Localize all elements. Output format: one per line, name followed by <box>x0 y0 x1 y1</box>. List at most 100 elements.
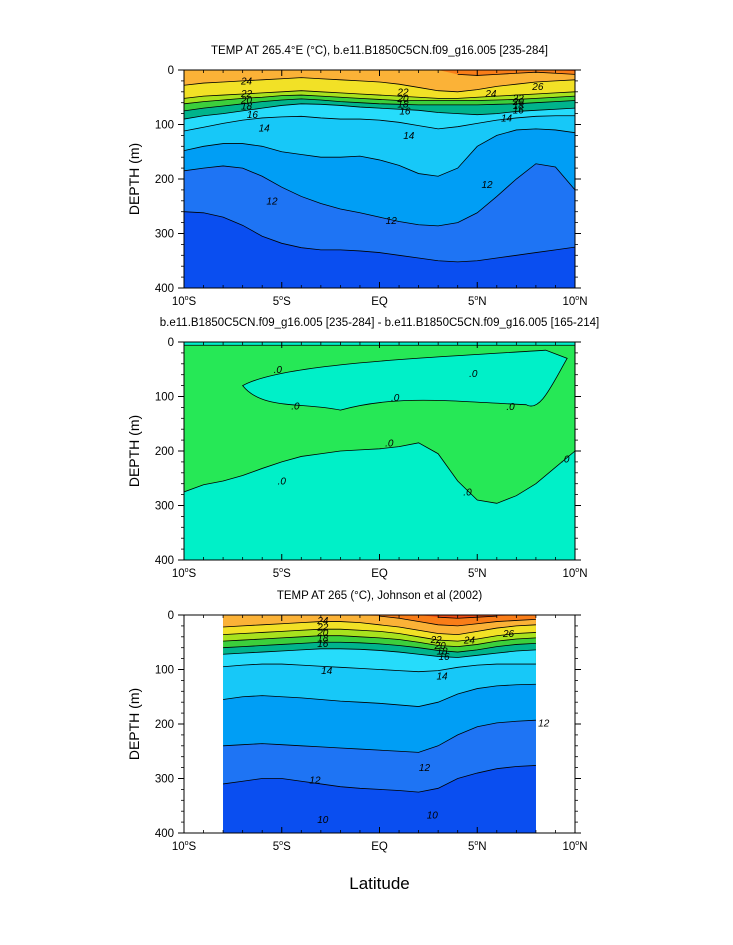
contour-label: 12 <box>386 216 398 227</box>
y-tick-label: 300 <box>155 501 174 513</box>
contour-label: 12 <box>309 776 321 787</box>
contour-line-26 <box>379 615 536 627</box>
contour-label: 24 <box>484 89 497 100</box>
contour-label: 18 <box>436 646 448 657</box>
ticks: 10oS 5oS EQ 5oN 10oN 0 100 200 300 400 <box>155 610 588 853</box>
contour-lines <box>183 71 576 263</box>
contour-fill <box>183 342 576 560</box>
contour-label: 20 <box>434 641 447 652</box>
contour-label: 10 <box>427 811 439 822</box>
contour-label: 12 <box>538 718 550 729</box>
x-axis-label: Latitude <box>349 874 410 893</box>
contour-line-18 <box>183 98 576 112</box>
contour-line-13 <box>183 128 576 177</box>
contour-label: 18 <box>513 101 525 112</box>
contour-label: 12 <box>481 180 493 191</box>
x-tick-label: 10oN <box>562 295 587 308</box>
contour-label: .0 <box>561 455 570 466</box>
contour-line-18 <box>223 641 536 653</box>
contour-lines <box>223 615 536 793</box>
contour-label: 16 <box>399 106 411 117</box>
contour-label: .0 <box>274 365 283 376</box>
contour-label: 14 <box>321 666 333 677</box>
contour-label: 14 <box>436 672 448 683</box>
y-tick-label: 300 <box>155 229 174 241</box>
contour-line-12 <box>183 163 576 227</box>
contour-label: 22 <box>316 622 329 633</box>
y-tick-label: 400 <box>155 555 174 567</box>
contour-label: 26 <box>531 82 544 93</box>
contour-label: 22 <box>430 635 443 646</box>
band-10 <box>184 211 575 288</box>
x-tick-label: EQ <box>371 568 388 580</box>
panel-3: 10oS 5oS EQ 5oN 10oN 0 100 200 300 400 TEMP AT 265… <box>126 590 588 893</box>
contour-label: .0 <box>469 369 478 380</box>
x-tick-label: EQ <box>371 841 388 853</box>
ticks: 10oS 5oS EQ 5oN 10oN 0 100 200 300 400 <box>155 337 588 580</box>
x-tick-label: 5oS <box>273 295 291 308</box>
contour-line-24 <box>183 77 576 93</box>
x-tick-label: 10oS <box>172 567 197 580</box>
contour-label: 18 <box>241 101 253 112</box>
x-tick-label: 5oS <box>273 567 291 580</box>
region-negative-lens <box>242 349 568 411</box>
contour-line-28 <box>438 615 497 619</box>
x-tick-label: 10oS <box>172 840 197 853</box>
y-tick-label: 200 <box>155 719 174 731</box>
y-tick-label: 200 <box>155 174 174 186</box>
y-tick-label: 0 <box>168 337 174 349</box>
y-tick-label: 100 <box>155 392 174 404</box>
contour-label: .0 <box>385 438 394 449</box>
y-tick-label: 100 <box>155 120 174 132</box>
panel-2: 10oS 5oS EQ 5oN 10oN 0 100 200 300 400 b.e11.B1850… <box>126 317 599 580</box>
contour-label: 20 <box>240 95 253 106</box>
contour-line-11 <box>183 211 576 263</box>
contour-label: 14 <box>501 113 513 124</box>
y-tick-label: 400 <box>155 828 174 840</box>
y-axis-label: DEPTH (m) <box>126 143 142 215</box>
y-tick-label: 200 <box>155 446 174 458</box>
contour-label: 10 <box>317 815 329 826</box>
contour-label: 20 <box>512 97 525 108</box>
panel-1: 10oS 5oS EQ 5oN 10oN 0 100 200 300 400 TEMP AT 265… <box>126 45 588 308</box>
contour-label: 24 <box>463 636 476 647</box>
y-tick-label: 0 <box>168 65 174 77</box>
contour-label: 24 <box>240 76 253 87</box>
contour-label: 20 <box>396 94 409 105</box>
ticks: 10oS 5oS EQ 5oN 10oN 0 100 200 300 400 <box>155 65 588 308</box>
band-10 <box>223 765 536 833</box>
y-tick-label: 0 <box>168 610 174 622</box>
contour-line-20 <box>183 94 576 105</box>
contour-label: 22 <box>240 89 253 100</box>
contour-line-12 <box>223 719 536 753</box>
contour-line-22 <box>183 90 576 99</box>
contour-label: 16 <box>247 110 259 121</box>
y-axis-label: DEPTH (m) <box>126 415 142 487</box>
contour-line-14 <box>183 115 575 132</box>
contour-label: .0 <box>391 393 400 404</box>
contour-line-13 <box>223 683 536 707</box>
contour-labels: .0 .0 .0 .0 .0 .0 .0 .0 .0 <box>274 365 570 499</box>
contour-label: 22 <box>396 87 409 98</box>
contour-label: 16 <box>513 105 525 116</box>
contour-label: .0 <box>506 402 515 413</box>
contour-line-16 <box>183 103 576 120</box>
contour-line-11 <box>223 765 536 793</box>
contour-line-16 <box>223 648 536 658</box>
contour-label: .0 <box>278 476 287 487</box>
contour-label: .0 <box>291 401 300 412</box>
y-tick-label: 400 <box>155 283 174 295</box>
contour-line-20 <box>223 635 536 648</box>
contour-label: 12 <box>419 763 431 774</box>
contour-label: 22 <box>512 93 525 104</box>
x-tick-label: EQ <box>371 296 388 308</box>
contour-label: 12 <box>266 196 278 207</box>
panel-title: TEMP AT 265.4°E (°C), b.e11.B1850C5CN.f0… <box>211 45 548 57</box>
x-tick-label: 10oS <box>172 295 197 308</box>
contour-label: 26 <box>502 629 515 640</box>
x-tick-label: 10oN <box>562 567 587 580</box>
panel-title: b.e11.B1850C5CN.f09_g16.005 [235-284] - … <box>160 317 599 329</box>
y-tick-label: 100 <box>155 665 174 677</box>
